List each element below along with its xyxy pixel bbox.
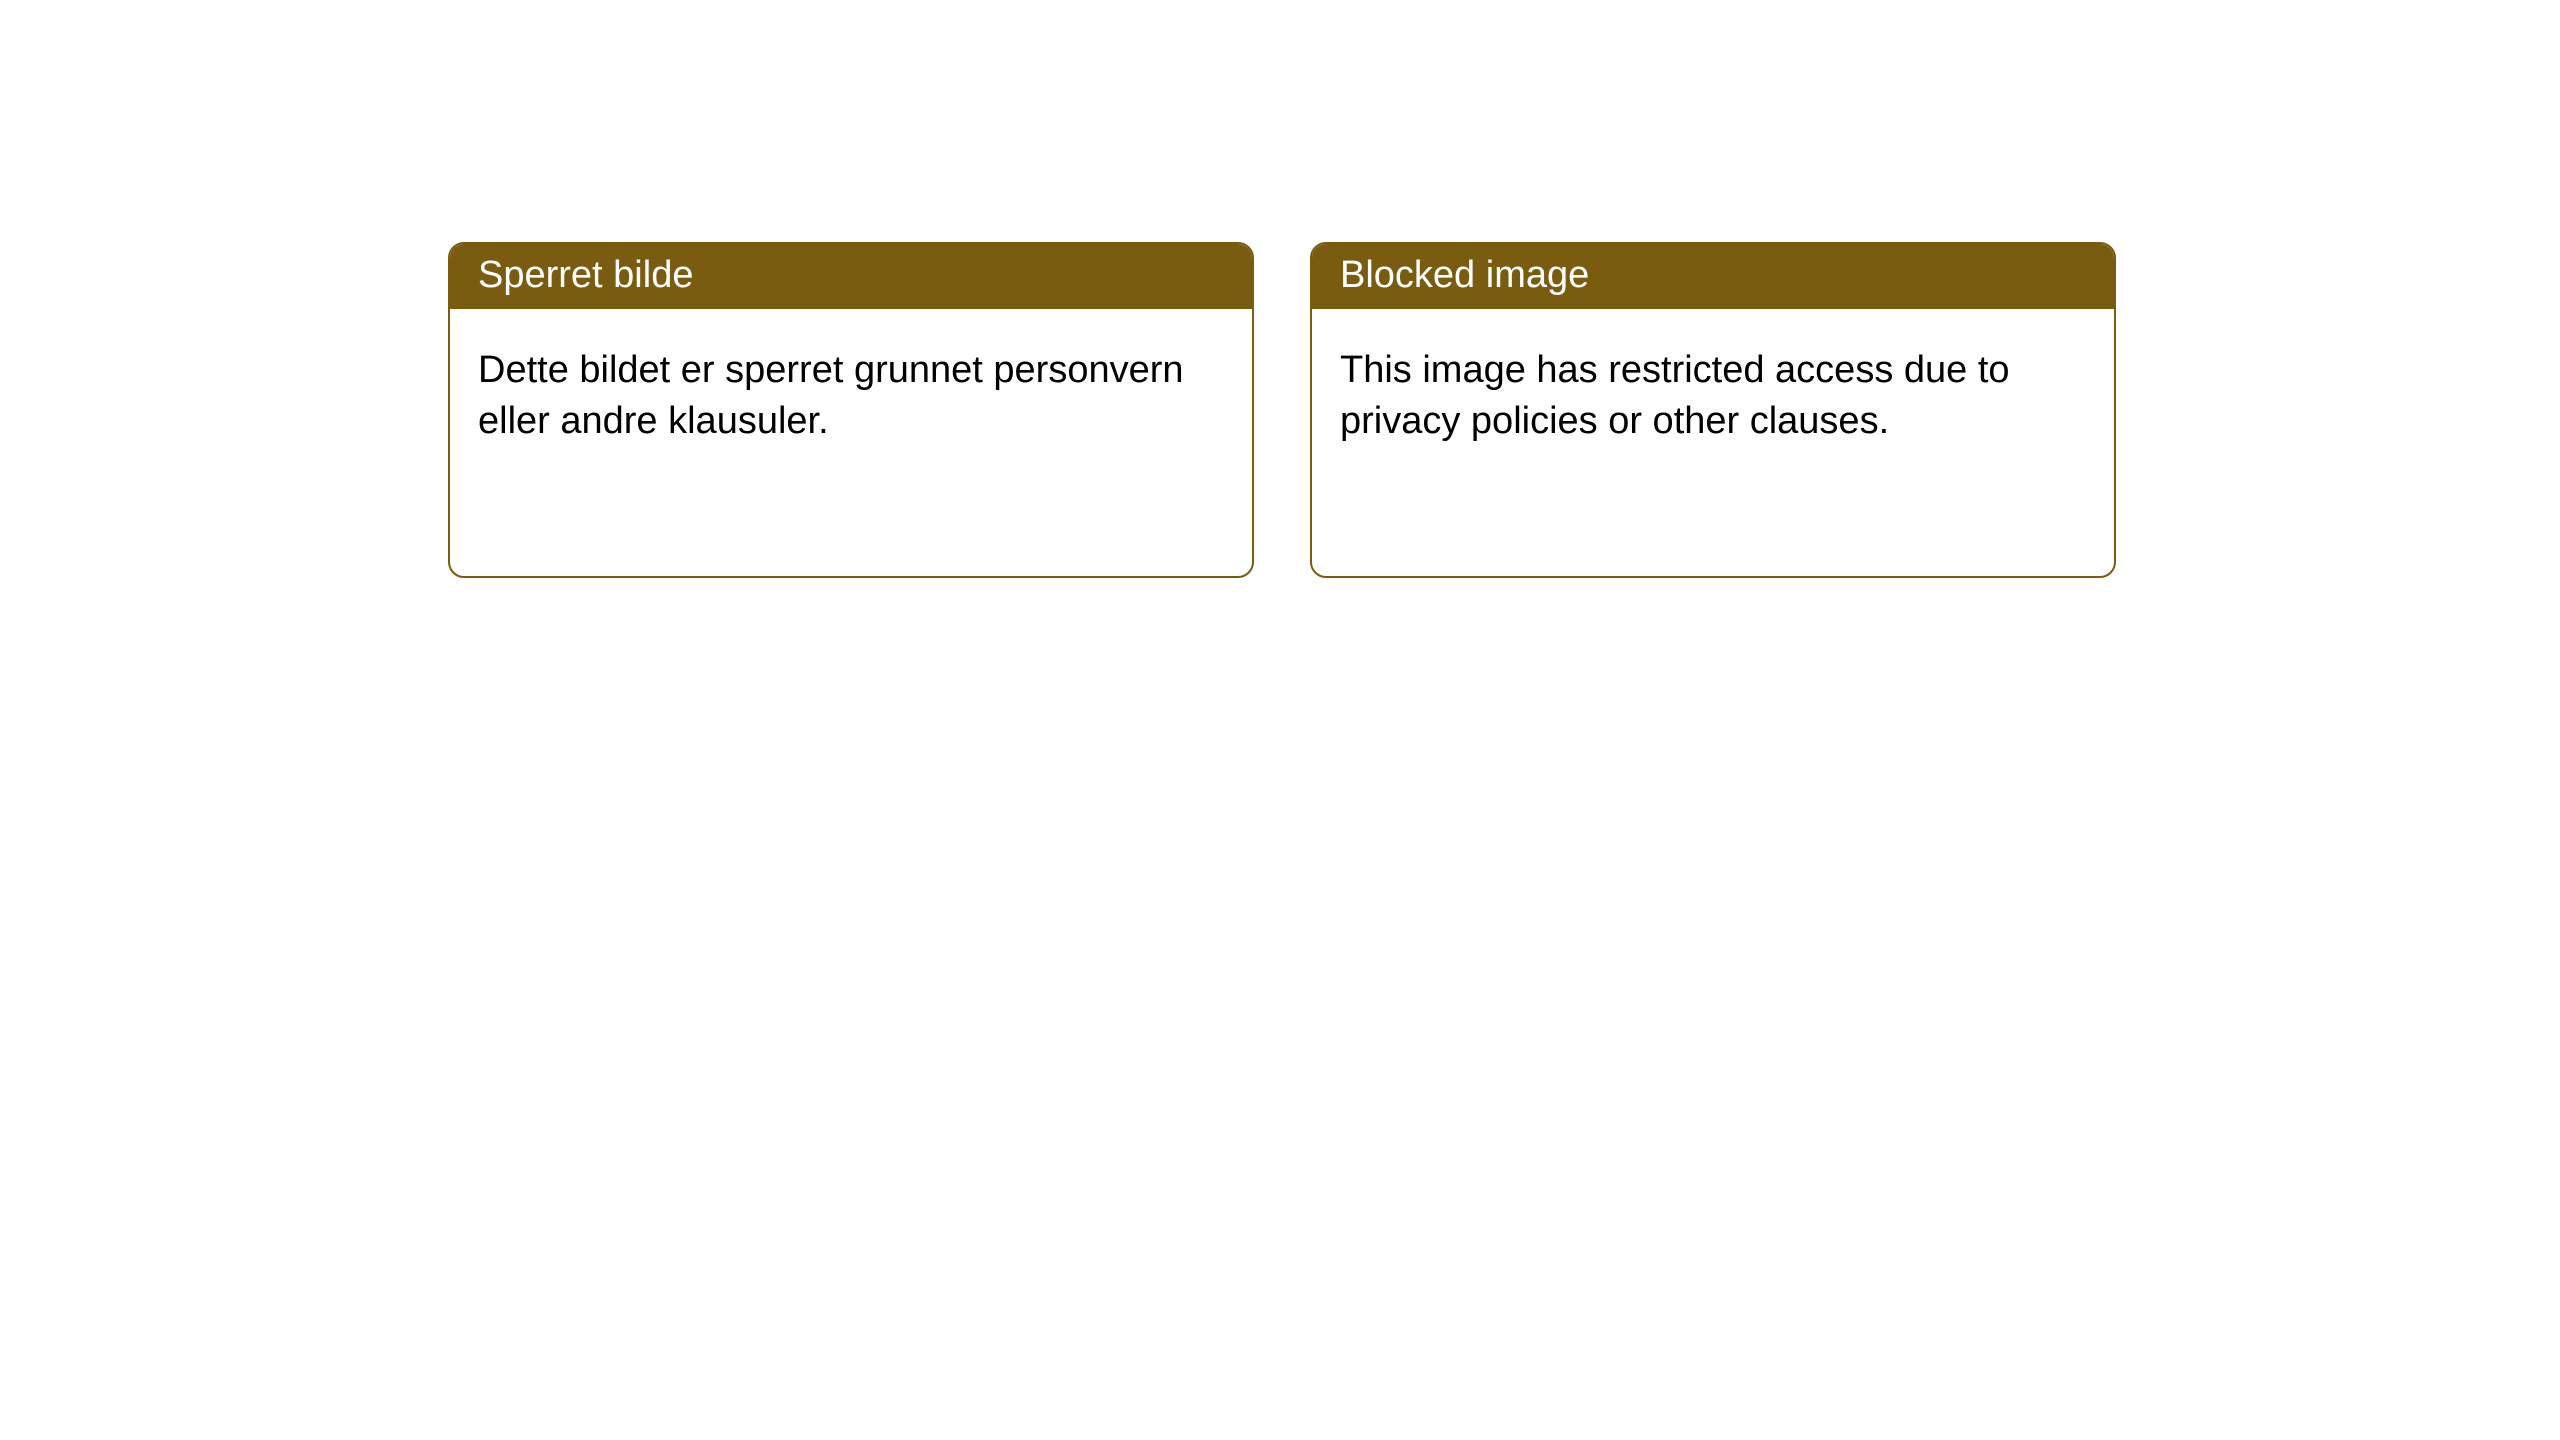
card-title: Sperret bilde: [478, 254, 693, 296]
blocked-notice-card-en: Blocked image This image has restricted …: [1310, 242, 2116, 578]
blocked-notice-card-no: Sperret bilde Dette bildet er sperret gr…: [448, 242, 1254, 578]
blocked-image-notices: Sperret bilde Dette bildet er sperret gr…: [0, 0, 2560, 578]
card-header: Blocked image: [1312, 244, 2114, 309]
card-title: Blocked image: [1340, 254, 1589, 296]
card-body: This image has restricted access due to …: [1312, 309, 2114, 476]
card-body-text: Dette bildet er sperret grunnet personve…: [478, 349, 1184, 442]
card-body: Dette bildet er sperret grunnet personve…: [450, 309, 1252, 476]
card-header: Sperret bilde: [450, 244, 1252, 309]
card-body-text: This image has restricted access due to …: [1340, 349, 2010, 442]
